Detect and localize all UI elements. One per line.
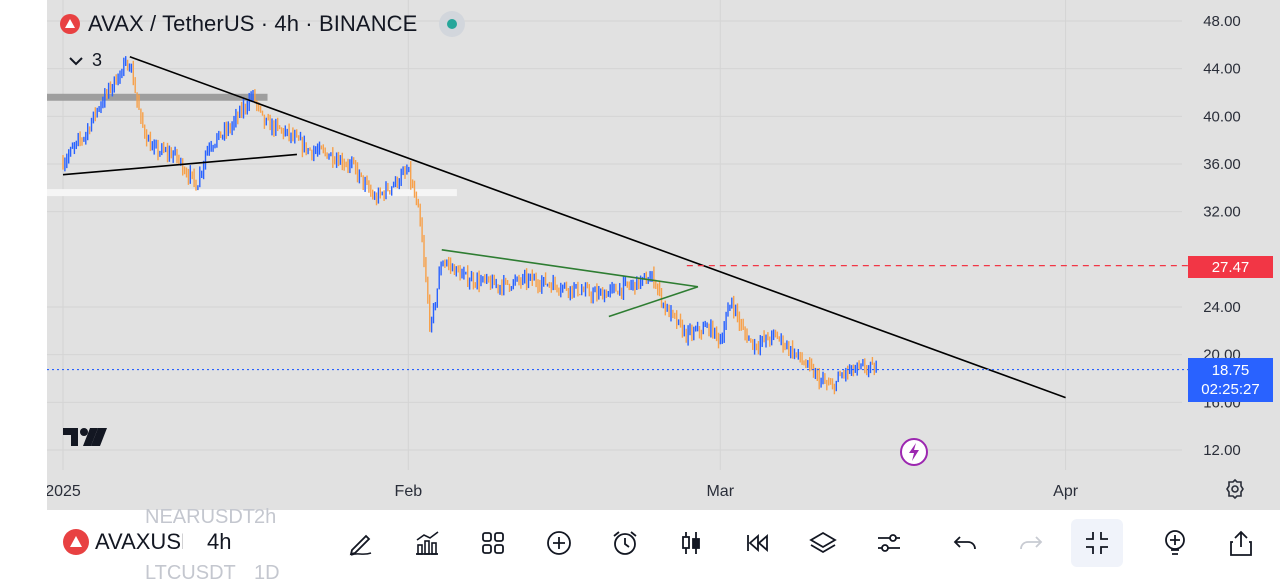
settings-sliders-icon[interactable] xyxy=(872,526,906,560)
chart-settings-icon[interactable] xyxy=(1224,478,1246,500)
undo-icon[interactable] xyxy=(948,526,982,560)
avax-logo-icon xyxy=(60,14,80,34)
ghost-symbol-below: LTCUSDT xyxy=(145,562,236,584)
chart-title: AVAX / TetherUS · 4h · BINANCE xyxy=(88,11,418,36)
time-tick-label: Feb xyxy=(395,483,423,500)
lightning-icon[interactable] xyxy=(899,437,929,467)
bottom-toolbar: NEARUSDT 2h LTCUSDT 1D AVAXUSDT 4h xyxy=(47,506,1280,584)
trendline[interactable] xyxy=(608,285,699,318)
alarm-icon[interactable] xyxy=(608,526,642,560)
ghost-interval-above: 2h xyxy=(254,506,277,528)
trendline[interactable] xyxy=(129,55,1066,399)
price-zone[interactable] xyxy=(47,93,268,101)
bar-countdown: 02:25:27 xyxy=(1201,381,1260,398)
trendline[interactable] xyxy=(62,153,298,176)
price-tick-label: 12.00 xyxy=(1203,442,1241,459)
indicators-icon[interactable] xyxy=(410,526,444,560)
plus-circle-icon[interactable] xyxy=(542,526,576,560)
price-tick-label: 44.00 xyxy=(1203,61,1241,78)
chart-area[interactable]: 48.00 44.00 40.00 36.00 32.00 24.00 20.00 16.00… xyxy=(47,0,1280,510)
time-tick-label: Apr xyxy=(1053,483,1079,500)
indicators-count: 3 xyxy=(92,50,103,70)
avax-logo-icon xyxy=(63,529,89,555)
last-price-badge: 18.75 02:25:27 xyxy=(1188,358,1273,402)
tradingview-logo-icon xyxy=(63,428,107,446)
ghost-interval-below: 1D xyxy=(254,562,280,584)
symbol-name: AVAXUSDT xyxy=(95,529,183,554)
price-tick-label: 32.00 xyxy=(1203,204,1241,221)
layers-icon[interactable] xyxy=(806,526,840,560)
price-tick-label: 24.00 xyxy=(1203,299,1241,316)
time-tick-label: Mar xyxy=(706,483,734,500)
candles-icon[interactable] xyxy=(674,526,708,560)
symbol-selector[interactable]: AVAXUSDT xyxy=(63,529,183,555)
redo-icon xyxy=(1014,526,1048,560)
last-price: 18.75 xyxy=(1211,362,1250,379)
price-tick-label: 40.00 xyxy=(1203,108,1241,125)
ideas-icon[interactable] xyxy=(1158,526,1192,560)
grid-icon[interactable] xyxy=(476,526,510,560)
trendline[interactable] xyxy=(441,249,699,288)
price-zone[interactable] xyxy=(47,189,457,197)
share-icon[interactable] xyxy=(1224,526,1258,560)
trendline-drawings[interactable] xyxy=(47,55,1188,399)
zone-drawings xyxy=(47,93,457,197)
time-tick-label: 2025 xyxy=(47,483,81,500)
price-tick-label: 36.00 xyxy=(1203,156,1241,173)
exit-fullscreen-icon[interactable] xyxy=(1071,519,1123,567)
axis-labels: 48.0044.0040.0036.0032.0024.0020.0016.00… xyxy=(47,13,1241,500)
candles xyxy=(62,56,877,395)
price-tick-label: 48.00 xyxy=(1203,13,1241,30)
market-status-icon[interactable] xyxy=(439,11,466,37)
ghost-symbol-above: NEARUSDT xyxy=(145,506,256,528)
chart-title-row[interactable]: AVAX / TetherUS · 4h · BINANCE xyxy=(60,10,466,38)
price-chart[interactable]: 48.0044.0040.0036.0032.0024.0020.0016.00… xyxy=(47,0,1280,510)
alert-price-badge[interactable]: 27.47 xyxy=(1188,256,1273,278)
pencil-icon[interactable] xyxy=(344,526,378,560)
indicators-toggle[interactable]: 3 xyxy=(68,50,102,71)
interval-selector[interactable]: 4h xyxy=(207,529,232,554)
chevron-down-icon xyxy=(69,56,83,65)
grid-lines xyxy=(47,0,1182,470)
replay-icon[interactable] xyxy=(740,526,774,560)
